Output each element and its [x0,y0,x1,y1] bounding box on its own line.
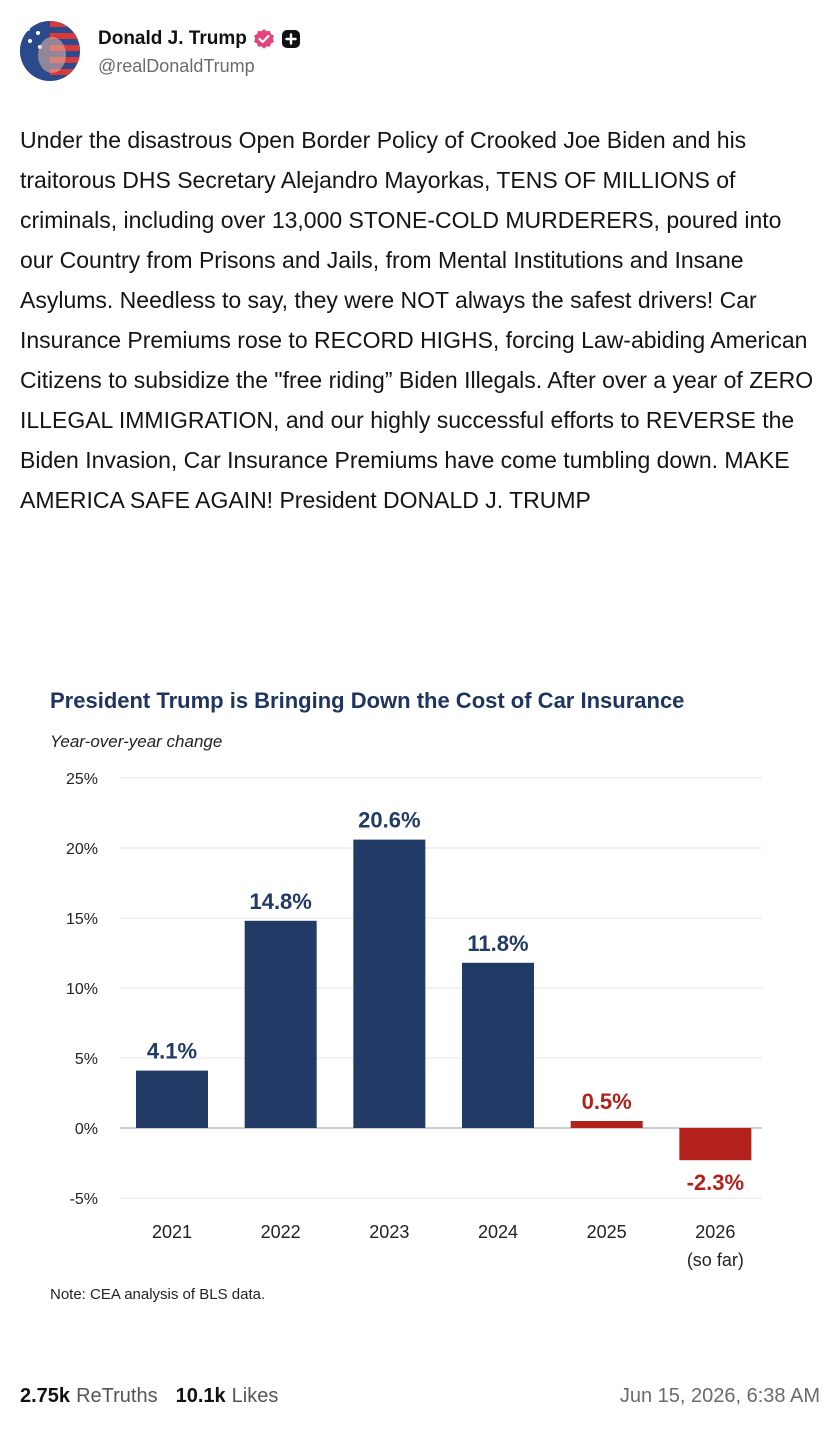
y-tick-label: 25% [66,771,98,788]
y-tick-label: -5% [70,1191,98,1208]
retruths-stat[interactable]: 2.75k ReTruths [20,1385,158,1408]
x-tick-label: 2021 [152,1222,192,1242]
avatar-flag-face-icon [20,21,80,81]
author-handle[interactable]: @realDonaldTrump [98,55,255,76]
x-tick-label: 2024 [478,1222,518,1242]
y-tick-label: 0% [75,1121,98,1138]
chart-y-axis: -5% 0% 5% 10% 15% 20% 25% [66,771,98,1208]
likes-stat[interactable]: 10.1k Likes [176,1385,279,1408]
y-tick-label: 15% [66,911,98,928]
plus-badge-icon [281,29,300,48]
x-tick-label: 2022 [261,1222,301,1242]
data-label: 14.8% [249,889,311,914]
post-text: Under the disastrous Open Border Policy … [20,127,820,513]
author-avatar[interactable] [20,21,80,81]
retruths-label: ReTruths [76,1384,158,1407]
chart-bar [244,920,317,1128]
chart-bar [136,1070,208,1128]
x-tick-label: 2025 [587,1222,627,1242]
y-tick-label: 10% [66,981,98,998]
post-footer: 2.75k ReTruths 10.1k Likes Jun 15, 2026,… [20,1378,820,1414]
x-tick-label: 2026 [695,1222,735,1242]
likes-label: Likes [231,1384,279,1407]
data-label: 0.5% [582,1089,632,1114]
data-label: 20.6% [358,808,420,833]
data-label: 11.8% [467,931,528,956]
chart-image[interactable]: President Trump is Bringing Down the Cos… [0,660,840,1320]
chart-subtitle: Year-over-year change [50,732,222,751]
author-name-row: Donald J. Trump [98,26,301,52]
chart-note: Note: CEA analysis of BLS data. [50,1286,265,1303]
chart-bar [570,1121,643,1128]
chart-bars [136,839,752,1161]
author-name[interactable]: Donald J. Trump [98,27,247,49]
post-header: Donald J. Trump @realDonaldTrump [20,20,301,82]
retruths-count: 2.75k [20,1384,71,1407]
chart-title: President Trump is Bringing Down the Cos… [50,688,684,713]
chart-bar [353,839,426,1128]
chart-bar [462,962,534,1128]
verified-badge-icon [253,28,274,49]
y-tick-label: 5% [75,1051,98,1068]
x-tick-sublabel: (so far) [687,1250,744,1270]
bar-chart: President Trump is Bringing Down the Cos… [50,688,762,1303]
chart-value-labels: 4.1% 14.8% 20.6% 11.8% 0.5% -2.3% [147,808,744,1196]
likes-count: 10.1k [175,1384,226,1407]
chart-x-axis: 2021 2022 2023 2024 2025 2026 (so far) [152,1222,744,1270]
chart-bar [679,1128,752,1161]
y-tick-label: 20% [66,841,98,858]
data-label: 4.1% [147,1039,197,1064]
author-info: Donald J. Trump @realDonaldTrump [98,26,301,77]
x-tick-label: 2023 [369,1222,409,1242]
post-timestamp[interactable]: Jun 15, 2026, 6:38 AM [619,1384,820,1407]
data-label: -2.3% [687,1170,744,1195]
chart-gridlines [120,777,762,1199]
